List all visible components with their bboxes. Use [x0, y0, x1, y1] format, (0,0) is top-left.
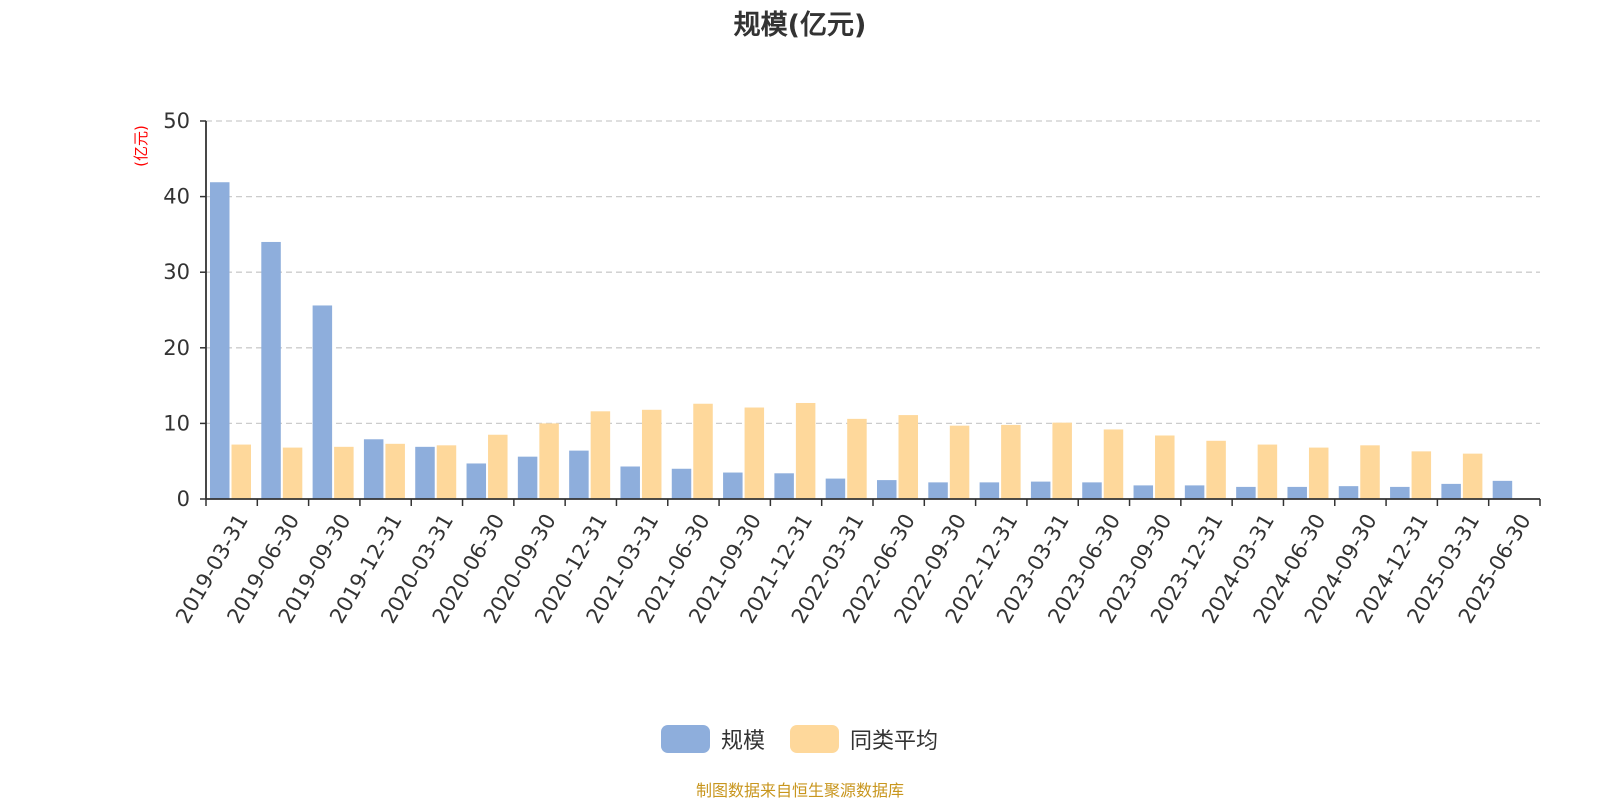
- bar-peer-average[interactable]: [1206, 440, 1226, 499]
- bar-peer-average[interactable]: [795, 402, 816, 499]
- bar-peer-average[interactable]: [1001, 424, 1021, 499]
- bar-scale[interactable]: [1082, 482, 1102, 499]
- legend-item[interactable]: 同类平均: [790, 725, 938, 754]
- bar-peer-average[interactable]: [488, 434, 508, 499]
- bar-peer-average[interactable]: [1308, 447, 1329, 499]
- bar-peer-average[interactable]: [847, 418, 867, 499]
- y-axis-unit-label: (亿元): [132, 125, 150, 167]
- bar-scale[interactable]: [1030, 481, 1051, 499]
- bar-scale[interactable]: [1133, 485, 1154, 499]
- bars: [210, 182, 1513, 499]
- bar-scale[interactable]: [466, 463, 487, 499]
- bar-peer-average[interactable]: [693, 403, 713, 499]
- bar-scale[interactable]: [620, 466, 640, 499]
- bar-peer-average[interactable]: [1103, 429, 1124, 499]
- y-tick-label: 40: [163, 185, 190, 209]
- bar-scale[interactable]: [825, 478, 846, 499]
- bar-scale[interactable]: [569, 450, 589, 499]
- legend-swatch: [661, 725, 710, 753]
- bar-peer-average[interactable]: [436, 445, 457, 499]
- legend-label: 规模: [721, 729, 765, 754]
- bar-scale[interactable]: [363, 439, 384, 499]
- axes: 010203040502019-03-312019-06-302019-09-3…: [163, 109, 1541, 627]
- bar-peer-average[interactable]: [590, 411, 611, 499]
- y-tick-label: 50: [163, 109, 190, 133]
- bar-peer-average[interactable]: [744, 407, 765, 499]
- bar-scale[interactable]: [723, 472, 743, 499]
- legend[interactable]: 规模 同类平均: [661, 725, 938, 754]
- y-tick-label: 0: [177, 487, 190, 511]
- bar-scale[interactable]: [774, 473, 794, 499]
- grid-lines: [206, 120, 1540, 425]
- bar-scale[interactable]: [1338, 486, 1359, 499]
- bar-peer-average[interactable]: [334, 446, 354, 499]
- bar-scale[interactable]: [1492, 480, 1513, 499]
- bar-scale[interactable]: [1287, 486, 1307, 499]
- bar-peer-average[interactable]: [539, 423, 559, 499]
- bar-peer-average[interactable]: [641, 409, 662, 499]
- bar-scale[interactable]: [517, 456, 538, 499]
- legend-label: 同类平均: [850, 729, 938, 754]
- bar-peer-average[interactable]: [1411, 451, 1432, 499]
- bar-scale[interactable]: [1441, 483, 1461, 499]
- bar-peer-average[interactable]: [385, 443, 405, 499]
- legend-item[interactable]: 规模: [661, 725, 765, 754]
- bar-scale[interactable]: [671, 468, 692, 499]
- bar-peer-average[interactable]: [1360, 445, 1380, 499]
- bar-peer-average[interactable]: [898, 415, 919, 499]
- bar-scale[interactable]: [1236, 486, 1256, 499]
- bar-peer-average[interactable]: [949, 425, 970, 499]
- bar-peer-average[interactable]: [1155, 435, 1175, 499]
- legend-swatch: [790, 725, 839, 753]
- y-tick-label: 30: [163, 260, 190, 284]
- bar-scale[interactable]: [877, 480, 897, 499]
- bar-scale[interactable]: [312, 305, 333, 499]
- y-tick-label: 10: [163, 411, 190, 435]
- bar-peer-average[interactable]: [1052, 422, 1072, 499]
- bar-scale[interactable]: [415, 446, 435, 499]
- bar-peer-average[interactable]: [231, 444, 252, 499]
- chart-title: 规模(亿元): [734, 10, 867, 41]
- y-tick-label: 20: [163, 336, 190, 360]
- bar-scale[interactable]: [210, 182, 230, 499]
- bar-scale[interactable]: [1184, 485, 1205, 499]
- bar-peer-average[interactable]: [282, 447, 303, 499]
- bar-scale[interactable]: [1390, 486, 1410, 499]
- bar-scale[interactable]: [979, 482, 1000, 499]
- bar-scale[interactable]: [928, 482, 948, 499]
- source-note: 制图数据来自恒生聚源数据库: [696, 781, 904, 800]
- bar-scale[interactable]: [261, 241, 281, 499]
- bar-peer-average[interactable]: [1257, 444, 1278, 499]
- bar-peer-average[interactable]: [1462, 453, 1483, 499]
